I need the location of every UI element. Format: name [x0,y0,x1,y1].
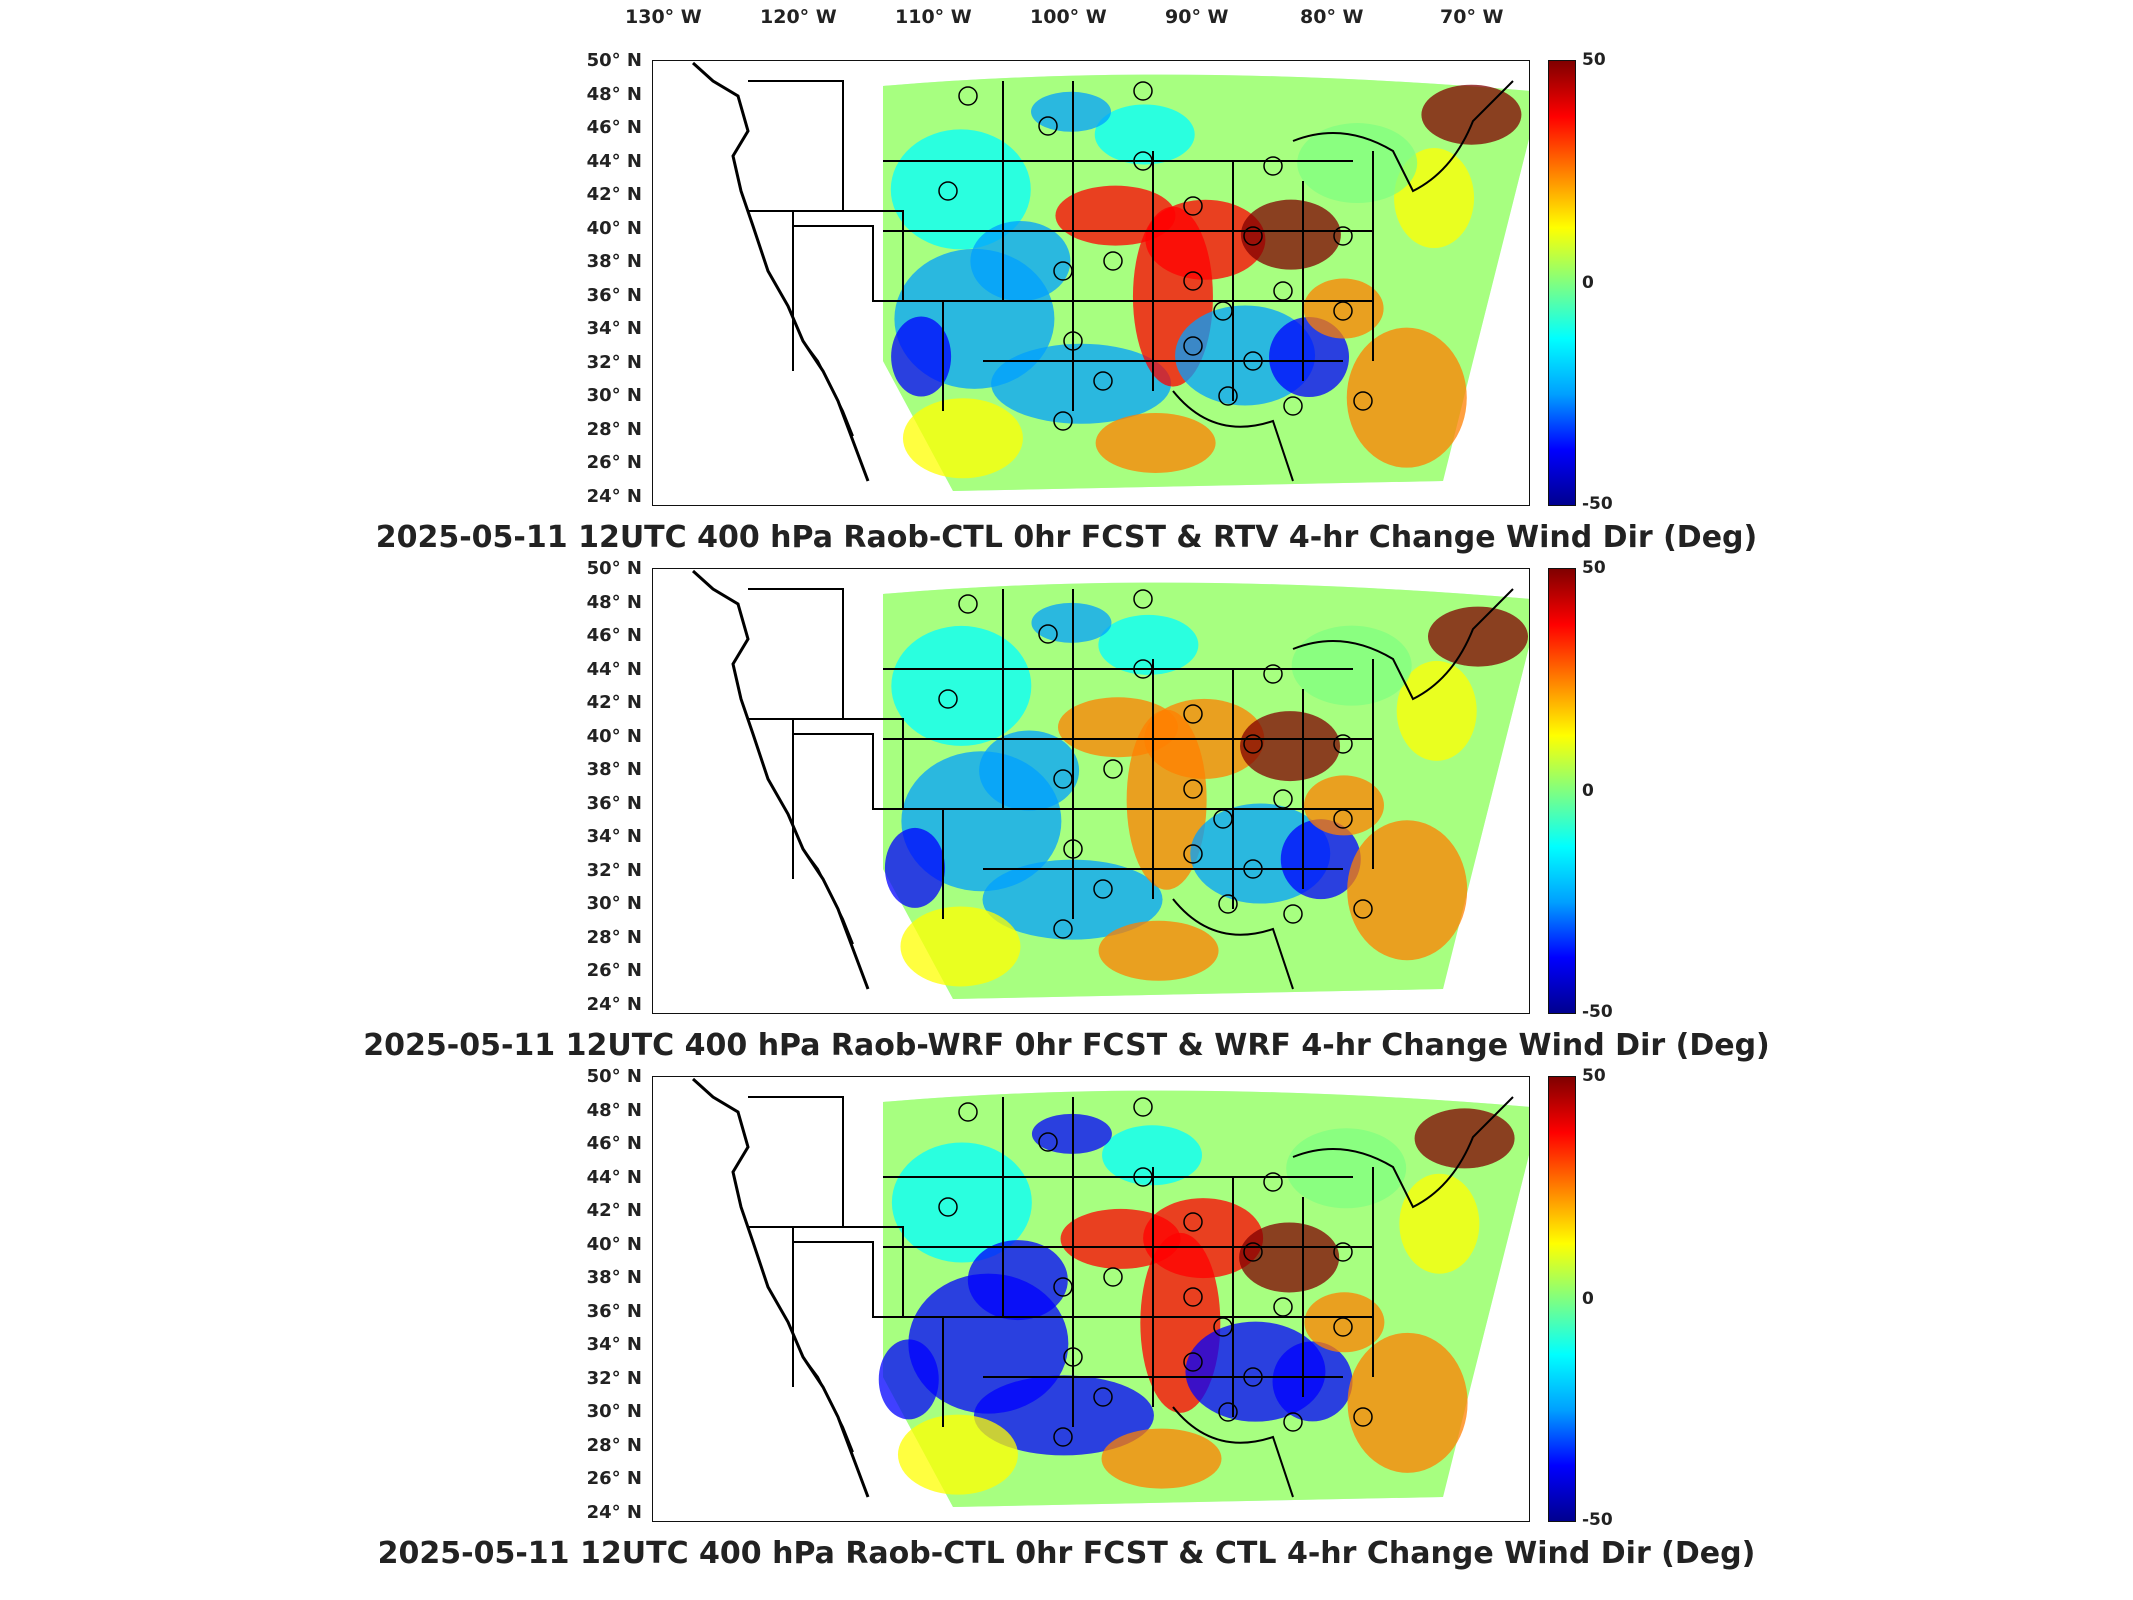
latitude-label: 34° N [586,826,642,848]
latitude-label: 44° N [586,658,642,680]
latitude-label: 24° N [586,485,642,507]
latitude-label: 26° N [586,960,642,982]
latitude-label: 40° N [586,725,642,747]
colorbar-tick-label: -50 [1582,1510,1613,1530]
latitude-label: 50° N [586,558,642,579]
colorbar-tick-label: -50 [1582,1002,1613,1022]
latitude-label: 38° N [586,251,642,273]
colorbar-tick-label: 50 [1582,558,1606,578]
colorbar [1548,568,1576,1014]
latitude-label: 34° N [586,318,642,340]
longitude-label: 110° W [895,6,972,28]
latitude-label: 36° N [586,1300,642,1322]
map-panel-2 [652,568,1530,1014]
latitude-label: 40° N [586,1233,642,1255]
latitude-label: 48° N [586,83,642,105]
latitude-label: 42° N [586,184,642,206]
latitude-label: 28° N [586,926,642,948]
latitude-label: 32° N [586,859,642,881]
latitude-label: 40° N [586,217,642,239]
longitude-label: 70° W [1440,6,1504,28]
wind-direction-field [691,61,1529,491]
latitude-label: 26° N [586,1468,642,1490]
latitude-label: 32° N [586,1367,642,1389]
wind-direction-field [691,1077,1529,1507]
panel-title: 2025-05-11 12UTC 400 hPa Raob-CTL 0hr FC… [375,520,1758,555]
latitude-label: 38° N [586,759,642,781]
colorbar-tick-label: 0 [1582,781,1594,801]
map-panel-3 [652,1076,1530,1522]
latitude-label: 30° N [586,893,642,915]
colorbar-tick-label: 50 [1582,1066,1606,1086]
longitude-label: 80° W [1300,6,1364,28]
colorbar-tick-label: -50 [1582,494,1613,514]
colorbar-tick-label: 0 [1582,1289,1594,1309]
latitude-label: 38° N [586,1267,642,1289]
latitude-label: 36° N [586,792,642,814]
panel-title: 2025-05-11 12UTC 400 hPa Raob-CTL 0hr FC… [377,1536,1756,1571]
panel-title: 2025-05-11 12UTC 400 hPa Raob-WRF 0hr FC… [363,1028,1770,1063]
latitude-label: 46° N [586,625,642,647]
longitude-label: 100° W [1030,6,1107,28]
latitude-label: 24° N [586,993,642,1015]
latitude-label: 48° N [586,1099,642,1121]
latitude-label: 26° N [586,452,642,474]
latitude-label: 44° N [586,1166,642,1188]
latitude-label: 24° N [586,1501,642,1523]
colorbar [1548,60,1576,506]
latitude-label: 36° N [586,284,642,306]
latitude-label: 32° N [586,351,642,373]
latitude-label: 46° N [586,117,642,139]
latitude-label: 42° N [586,692,642,714]
latitude-label: 28° N [586,1434,642,1456]
latitude-label: 44° N [586,150,642,172]
latitude-label: 46° N [586,1133,642,1155]
colorbar-tick-label: 0 [1582,273,1594,293]
latitude-label: 30° N [586,385,642,407]
map-panel-1 [652,60,1530,506]
colorbar [1548,1076,1576,1522]
latitude-label: 50° N [586,50,642,71]
colorbar-tick-label: 50 [1582,50,1606,70]
longitude-label: 120° W [760,6,837,28]
latitude-label: 28° N [586,418,642,440]
wind-direction-field [691,569,1529,999]
latitude-label: 34° N [586,1334,642,1356]
latitude-label: 42° N [586,1200,642,1222]
longitude-label: 130° W [625,6,702,28]
latitude-label: 48° N [586,591,642,613]
latitude-label: 50° N [586,1066,642,1087]
latitude-label: 30° N [586,1401,642,1423]
longitude-label: 90° W [1165,6,1229,28]
